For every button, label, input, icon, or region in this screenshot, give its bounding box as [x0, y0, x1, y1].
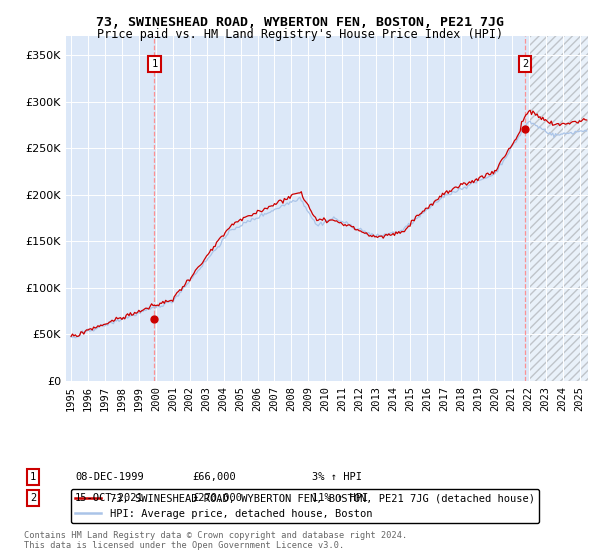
Text: £270,000: £270,000 — [192, 493, 242, 503]
Text: 15-OCT-2021: 15-OCT-2021 — [75, 493, 144, 503]
Text: 3% ↑ HPI: 3% ↑ HPI — [312, 472, 362, 482]
Text: 73, SWINESHEAD ROAD, WYBERTON FEN, BOSTON, PE21 7JG: 73, SWINESHEAD ROAD, WYBERTON FEN, BOSTO… — [96, 16, 504, 29]
Text: 1: 1 — [151, 59, 158, 69]
Text: 1: 1 — [30, 472, 36, 482]
Text: 2: 2 — [30, 493, 36, 503]
Legend: 73, SWINESHEAD ROAD, WYBERTON FEN, BOSTON, PE21 7JG (detached house), HPI: Avera: 73, SWINESHEAD ROAD, WYBERTON FEN, BOSTO… — [71, 489, 539, 523]
Text: Price paid vs. HM Land Registry's House Price Index (HPI): Price paid vs. HM Land Registry's House … — [97, 28, 503, 41]
Text: £66,000: £66,000 — [192, 472, 236, 482]
Text: 08-DEC-1999: 08-DEC-1999 — [75, 472, 144, 482]
Text: Contains HM Land Registry data © Crown copyright and database right 2024.
This d: Contains HM Land Registry data © Crown c… — [24, 530, 407, 550]
Bar — [529, 36, 588, 381]
Text: 2: 2 — [522, 59, 528, 69]
Text: 11% ↑ HPI: 11% ↑ HPI — [312, 493, 368, 503]
